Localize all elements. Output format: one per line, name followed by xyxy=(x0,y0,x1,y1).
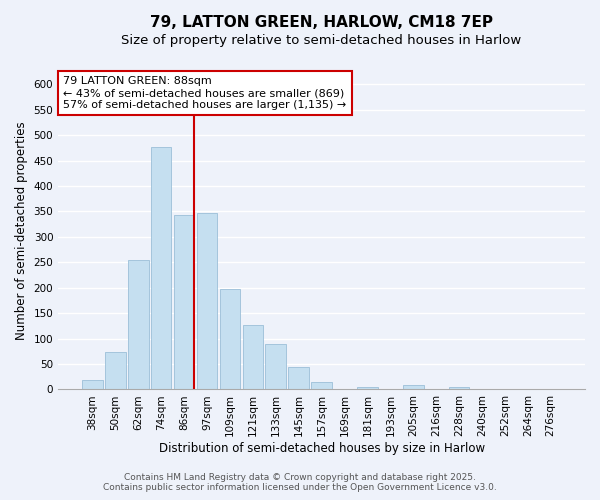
Bar xyxy=(220,290,240,390)
Bar xyxy=(357,387,378,390)
Bar xyxy=(265,344,286,390)
Bar xyxy=(197,213,217,390)
Title: Size of property relative to semi-detached houses in Harlow: Size of property relative to semi-detach… xyxy=(121,34,522,47)
X-axis label: Distribution of semi-detached houses by size in Harlow: Distribution of semi-detached houses by … xyxy=(158,442,485,455)
Bar xyxy=(449,388,469,390)
Bar xyxy=(311,382,332,390)
Y-axis label: Number of semi-detached properties: Number of semi-detached properties xyxy=(15,121,28,340)
Bar xyxy=(151,147,172,390)
Text: Contains HM Land Registry data © Crown copyright and database right 2025.
Contai: Contains HM Land Registry data © Crown c… xyxy=(103,473,497,492)
Bar xyxy=(174,214,194,390)
Bar xyxy=(289,366,309,390)
Bar xyxy=(403,386,424,390)
Bar xyxy=(128,260,149,390)
Text: 79 LATTON GREEN: 88sqm
← 43% of semi-detached houses are smaller (869)
57% of se: 79 LATTON GREEN: 88sqm ← 43% of semi-det… xyxy=(64,76,347,110)
Bar xyxy=(82,380,103,390)
Bar xyxy=(242,325,263,390)
Bar xyxy=(105,352,125,390)
Text: 79, LATTON GREEN, HARLOW, CM18 7EP: 79, LATTON GREEN, HARLOW, CM18 7EP xyxy=(150,15,493,30)
